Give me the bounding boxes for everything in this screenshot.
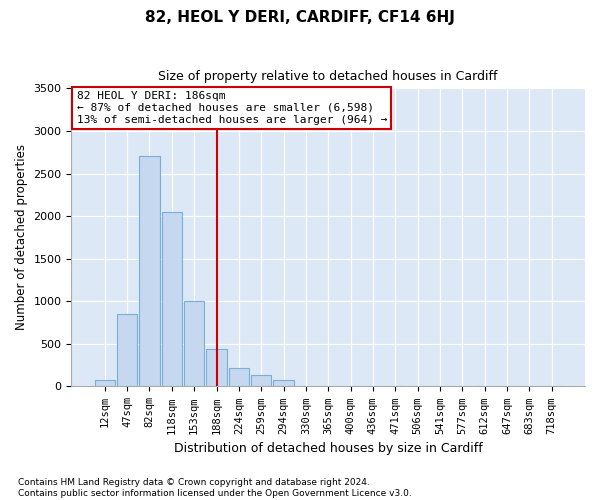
Text: 82, HEOL Y DERI, CARDIFF, CF14 6HJ: 82, HEOL Y DERI, CARDIFF, CF14 6HJ (145, 10, 455, 25)
Bar (139, 156, 160, 386)
Bar (251, 374, 271, 386)
X-axis label: Distribution of detached houses by size in Cardiff: Distribution of detached houses by size … (174, 442, 482, 455)
Text: 82 HEOL Y DERI: 186sqm
← 87% of detached houses are smaller (6,598)
13% of semi-: 82 HEOL Y DERI: 186sqm ← 87% of detached… (77, 92, 387, 124)
Bar (274, 380, 293, 386)
Bar (184, 302, 204, 386)
Bar (117, 314, 137, 386)
Bar (206, 349, 227, 387)
Bar (95, 380, 115, 386)
Bar (162, 212, 182, 386)
Title: Size of property relative to detached houses in Cardiff: Size of property relative to detached ho… (158, 70, 498, 83)
Text: Contains HM Land Registry data © Crown copyright and database right 2024.
Contai: Contains HM Land Registry data © Crown c… (18, 478, 412, 498)
Bar (229, 368, 249, 386)
Y-axis label: Number of detached properties: Number of detached properties (15, 144, 28, 330)
